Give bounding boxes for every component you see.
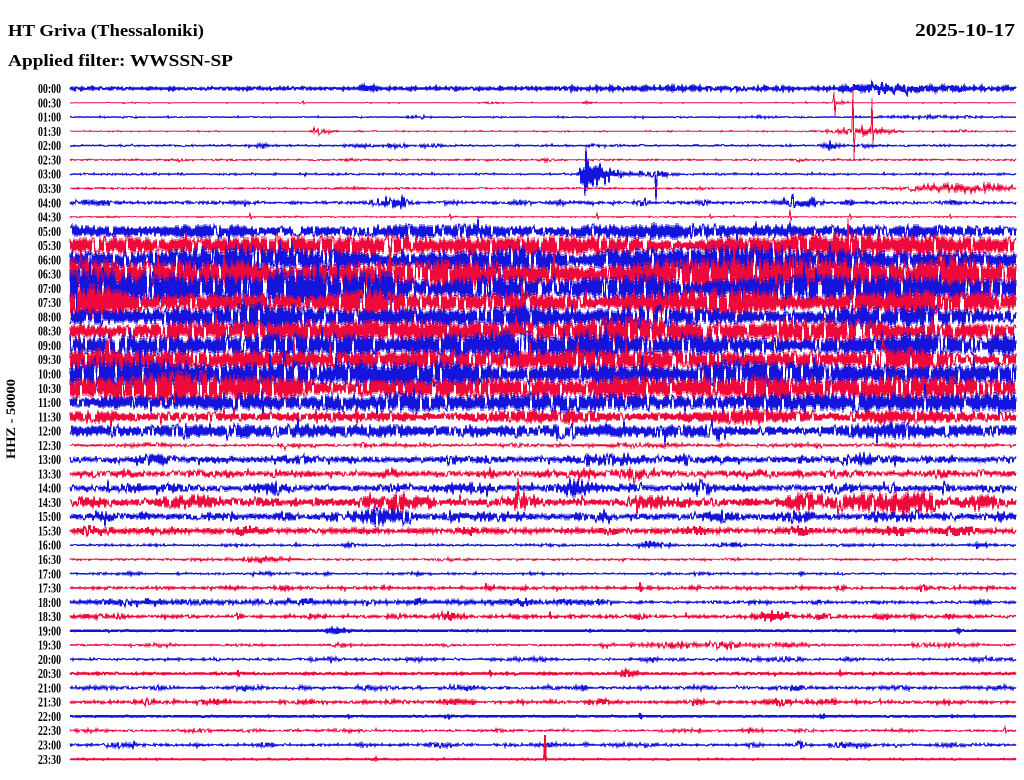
- svg-text:04:00: 04:00: [38, 196, 61, 211]
- svg-text:14:30: 14:30: [38, 496, 61, 511]
- svg-text:15:30: 15:30: [38, 525, 61, 540]
- svg-text:19:30: 19:30: [38, 639, 61, 654]
- svg-text:07:30: 07:30: [38, 296, 61, 311]
- svg-text:17:00: 17:00: [38, 567, 61, 582]
- svg-text:15:00: 15:00: [38, 510, 61, 525]
- svg-text:16:30: 16:30: [38, 553, 61, 568]
- svg-text:Applied filter: WWSSN-SP: Applied filter: WWSSN-SP: [8, 51, 233, 70]
- svg-text:2025-10-17: 2025-10-17: [915, 20, 1015, 40]
- svg-text:12:30: 12:30: [38, 439, 61, 454]
- svg-text:09:00: 09:00: [38, 339, 61, 354]
- svg-text:07:00: 07:00: [38, 282, 61, 297]
- svg-text:21:00: 21:00: [38, 681, 61, 696]
- svg-text:11:30: 11:30: [38, 410, 61, 425]
- svg-text:10:30: 10:30: [38, 382, 61, 397]
- svg-text:HT Griva (Thessaloniki): HT Griva (Thessaloniki): [8, 21, 204, 40]
- svg-text:22:00: 22:00: [38, 710, 61, 725]
- svg-text:04:30: 04:30: [38, 211, 61, 226]
- svg-text:01:30: 01:30: [38, 125, 61, 140]
- svg-text:18:30: 18:30: [38, 610, 61, 625]
- svg-text:20:30: 20:30: [38, 667, 61, 682]
- svg-text:16:00: 16:00: [38, 539, 61, 554]
- svg-text:06:30: 06:30: [38, 268, 61, 283]
- svg-text:08:30: 08:30: [38, 325, 61, 340]
- svg-text:00:30: 00:30: [38, 96, 61, 111]
- svg-text:14:00: 14:00: [38, 482, 61, 497]
- svg-text:HHZ - 50000: HHZ - 50000: [3, 379, 18, 459]
- svg-text:10:00: 10:00: [38, 368, 61, 383]
- svg-text:22:30: 22:30: [38, 724, 61, 739]
- svg-text:20:00: 20:00: [38, 653, 61, 668]
- svg-text:19:00: 19:00: [38, 624, 61, 639]
- svg-text:01:00: 01:00: [38, 111, 61, 126]
- svg-text:13:00: 13:00: [38, 453, 61, 468]
- svg-text:23:30: 23:30: [38, 753, 61, 768]
- svg-text:03:00: 03:00: [38, 168, 61, 183]
- svg-text:17:30: 17:30: [38, 582, 61, 597]
- svg-text:09:30: 09:30: [38, 353, 61, 368]
- svg-text:23:00: 23:00: [38, 739, 61, 754]
- svg-text:06:00: 06:00: [38, 253, 61, 268]
- svg-text:11:00: 11:00: [38, 396, 61, 411]
- svg-text:21:30: 21:30: [38, 696, 61, 711]
- svg-text:05:30: 05:30: [38, 239, 61, 254]
- svg-text:02:30: 02:30: [38, 153, 61, 168]
- svg-text:02:00: 02:00: [38, 139, 61, 154]
- svg-text:05:00: 05:00: [38, 225, 61, 240]
- svg-text:18:00: 18:00: [38, 596, 61, 611]
- svg-text:12:00: 12:00: [38, 425, 61, 440]
- svg-text:08:00: 08:00: [38, 310, 61, 325]
- svg-text:03:30: 03:30: [38, 182, 61, 197]
- svg-text:00:00: 00:00: [38, 82, 61, 97]
- svg-text:13:30: 13:30: [38, 467, 61, 482]
